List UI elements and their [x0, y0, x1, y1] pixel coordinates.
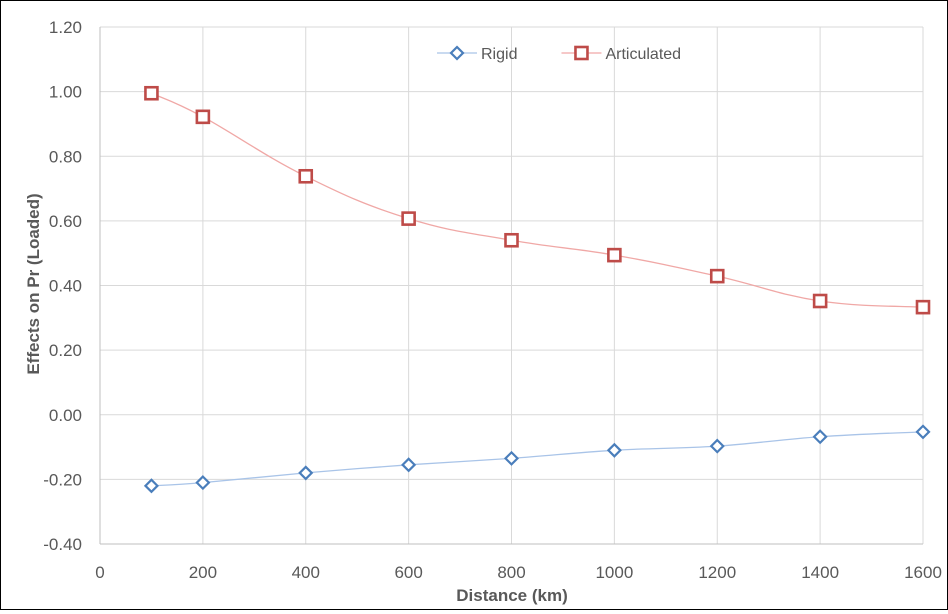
- x-tick-label: 1400: [801, 563, 839, 582]
- rigid-point: [298, 465, 314, 481]
- legend-marker-rigid: [449, 45, 465, 61]
- y-tick-label: 0.80: [49, 147, 82, 166]
- legend: Rigid Articulated: [437, 45, 681, 63]
- x-tick-label: 1200: [698, 563, 736, 582]
- rigid-point: [143, 478, 159, 494]
- legend-label-rigid: Rigid: [481, 46, 517, 63]
- legend-item-rigid: Rigid: [437, 45, 517, 63]
- articulated-point: [144, 85, 159, 101]
- legend-label-articulated: Articulated: [605, 46, 681, 63]
- articulated-point: [607, 247, 622, 263]
- series-articulated: [144, 85, 931, 315]
- rigid-point: [915, 424, 931, 440]
- articulated-point: [195, 109, 211, 125]
- x-tick-label: 600: [394, 563, 422, 582]
- articulated-line: [151, 92, 924, 308]
- legend-marker-articulated: [574, 45, 589, 61]
- y-tick-label: 0.00: [49, 406, 82, 425]
- y-tick-label: -0.20: [43, 470, 82, 489]
- gridlines: [100, 26, 924, 544]
- articulated-point: [401, 211, 416, 226]
- axes: -0.40 -0.20 0.00 0.20 0.40 0.60 0.80 1.00 1.20 0 2…: [43, 18, 942, 582]
- y-tick-label: 1.00: [49, 83, 82, 102]
- y-tick-label: 1.20: [49, 18, 82, 37]
- rigid-point: [503, 450, 520, 466]
- x-tick-label: 1000: [595, 563, 633, 582]
- articulated-point: [915, 299, 931, 315]
- x-tick-label: 0: [95, 563, 104, 582]
- series-lines: [143, 85, 931, 494]
- articulated-point: [812, 293, 828, 309]
- rigid-point: [606, 442, 622, 458]
- articulated-point: [504, 232, 519, 248]
- x-axis-title: Distance (km): [456, 586, 567, 605]
- rigid-point: [812, 429, 828, 445]
- legend-item-articulated: Articulated: [561, 45, 681, 63]
- y-axis-title: Effects on Pr (Loaded): [24, 193, 43, 374]
- rigid-line: [151, 431, 924, 487]
- series-rigid: [143, 424, 931, 494]
- articulated-point: [298, 168, 314, 184]
- x-tick-label: 200: [189, 563, 217, 582]
- x-tick-label: 800: [497, 563, 525, 582]
- rigid-point: [709, 438, 725, 454]
- articulated-point: [709, 268, 725, 284]
- y-tick-label: 0.40: [49, 277, 82, 296]
- y-tick-label: 0.20: [49, 341, 82, 360]
- y-tick-label: -0.40: [43, 535, 82, 554]
- rigid-point: [195, 475, 211, 491]
- x-tick-label: 400: [292, 563, 320, 582]
- rigid-point: [401, 457, 417, 473]
- y-tick-label: 0.60: [49, 212, 82, 231]
- x-tick-label: 1600: [904, 563, 942, 582]
